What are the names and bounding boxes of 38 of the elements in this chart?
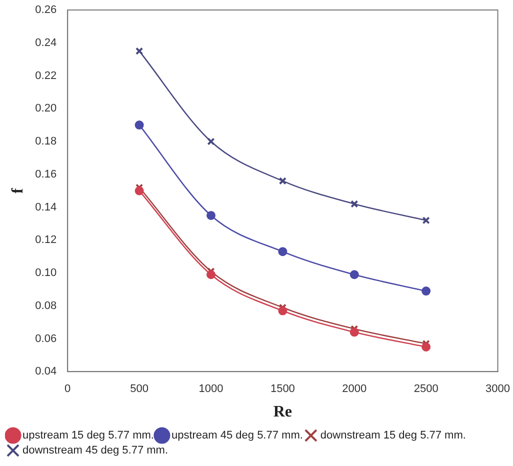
point xyxy=(206,210,216,220)
y-tick-label: 0.20 xyxy=(35,102,57,115)
y-tick-label: 0.26 xyxy=(35,4,57,16)
point xyxy=(134,120,144,130)
point xyxy=(350,200,358,208)
legend-label: upstream 15 deg 5.77 mm. xyxy=(22,430,154,442)
point xyxy=(422,286,431,296)
y-tick-label: 0.14 xyxy=(35,201,57,214)
y-tick-label: 0.22 xyxy=(35,70,57,82)
y-tick-label: 0.12 xyxy=(35,234,57,246)
y-tick-label: 0.18 xyxy=(35,136,57,148)
point xyxy=(207,138,215,146)
x-tick-label: 2500 xyxy=(414,383,438,396)
x-axis-title: Re xyxy=(273,404,292,421)
legend-label: downstream 45 deg 5.77 mm. xyxy=(22,444,168,457)
x-tick-label: 1000 xyxy=(198,383,224,396)
point xyxy=(278,247,288,256)
legend-label: downstream 15 deg 5.77 mm. xyxy=(320,430,466,442)
x-tick-label: 500 xyxy=(130,383,148,396)
y-tick-label: 0.10 xyxy=(35,267,57,280)
point xyxy=(206,270,216,280)
x-tick-label: 3000 xyxy=(486,383,510,396)
point xyxy=(134,186,144,196)
legend-label: upstream 45 deg 5.77 mm. xyxy=(171,430,303,442)
point xyxy=(278,177,287,185)
x-tick-label: 0 xyxy=(64,383,71,396)
x-tick-label: 2000 xyxy=(342,383,367,396)
y-tick-label: 0.24 xyxy=(35,36,57,49)
y-tick-label: 0.04 xyxy=(35,366,57,378)
point xyxy=(350,270,359,280)
point xyxy=(350,328,359,337)
y-tick-label: 0.06 xyxy=(35,332,57,345)
point xyxy=(278,306,288,316)
y-axis-title: f xyxy=(10,187,27,194)
point xyxy=(422,342,431,352)
x-tick-label: 1500 xyxy=(270,383,295,396)
y-tick-label: 0.16 xyxy=(35,168,57,180)
y-tick-label: 0.08 xyxy=(35,300,57,312)
